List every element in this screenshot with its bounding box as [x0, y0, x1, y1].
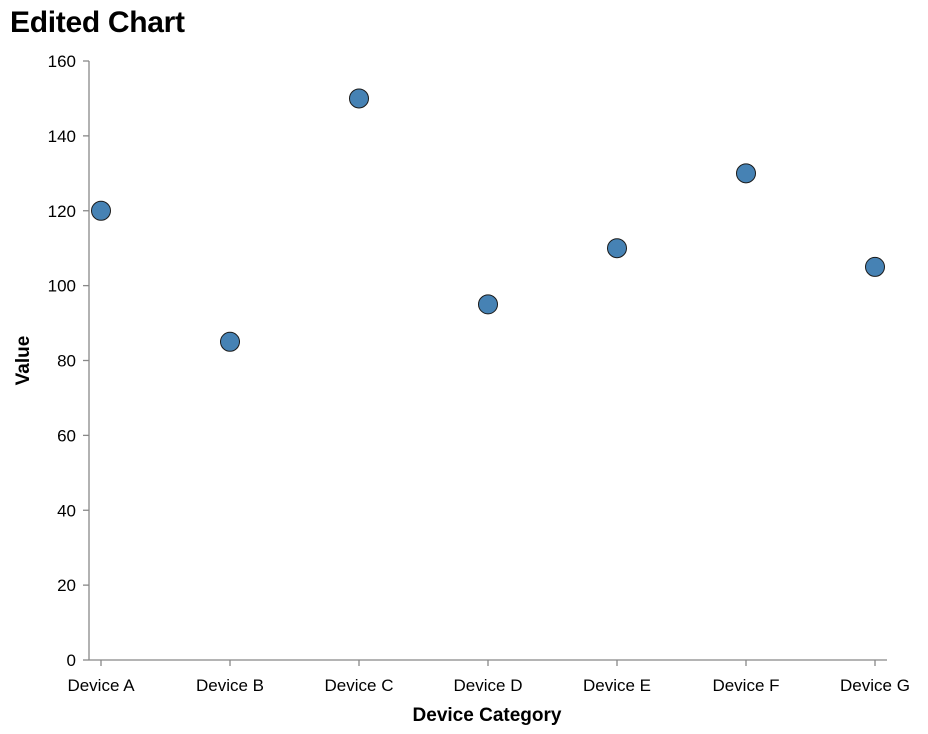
x-tick-label: Device F — [712, 676, 779, 695]
data-point — [478, 294, 498, 315]
chart-title: Edited Chart — [10, 6, 185, 39]
y-tick-label: 0 — [67, 651, 76, 670]
y-tick-label: 160 — [48, 52, 76, 71]
data-points — [91, 88, 885, 352]
data-point — [607, 238, 627, 259]
data-point — [865, 256, 885, 277]
y-axis-title: Value — [13, 336, 34, 386]
data-point — [736, 163, 756, 184]
y-tick-label: 100 — [48, 277, 76, 296]
x-tick-label: Device A — [67, 676, 135, 695]
x-tick-label: Device E — [583, 676, 651, 695]
y-tick-label: 80 — [57, 352, 76, 371]
y-tick-label: 40 — [57, 501, 76, 520]
x-tick-label: Device C — [325, 676, 394, 695]
y-tick-label: 60 — [57, 426, 76, 445]
data-point — [220, 331, 240, 352]
y-tick-label: 140 — [48, 127, 76, 146]
data-point — [91, 200, 111, 221]
x-axis-title: Device Category — [413, 705, 562, 726]
x-tick-label: Device G — [840, 676, 910, 695]
x-axis: Device A Device B Device C Device D Device E… — [67, 659, 910, 695]
y-axis: 0 20 40 60 80 100 120 140 160 — [48, 52, 90, 670]
data-point — [349, 88, 369, 109]
y-tick-label: 20 — [57, 576, 76, 595]
x-tick-label: Device D — [454, 676, 523, 695]
y-tick-label: 120 — [48, 202, 76, 221]
x-tick-label: Device B — [196, 676, 264, 695]
